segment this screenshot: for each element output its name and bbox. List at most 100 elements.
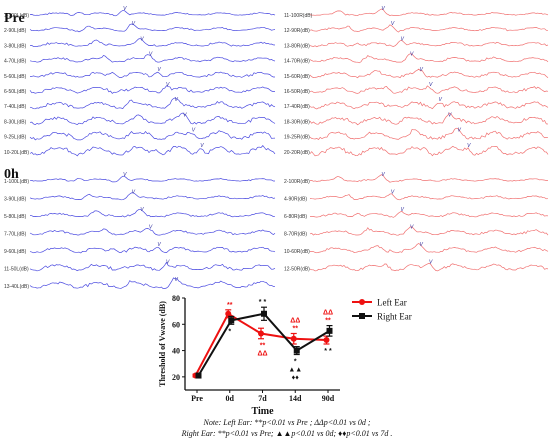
data-point-right-ear (293, 347, 300, 354)
wave-trace-oh-l-1 (29, 175, 275, 183)
wave-label-oh-r-5: 10-60R(dB) (284, 249, 310, 255)
significance-mark: * * (324, 348, 332, 355)
wave-label-pre-l-3: 3-80L(dB) (4, 43, 27, 49)
wave-v-marker: V (400, 207, 404, 213)
wave-trace-pre-l-6 (29, 85, 276, 94)
data-point-left-ear (225, 310, 232, 317)
wave-label-oh-l-3: 5-80L(dB) (4, 214, 27, 220)
wave-label-oh-l-1: 1-100L(dB) (4, 179, 29, 185)
data-point-left-ear (323, 337, 330, 344)
wave-label-pre-r-1: 11-100R(dB) (284, 13, 313, 19)
wave-label-oh-l-7: 13-40L(dB) (4, 284, 29, 290)
wave-trace-oh-l-5 (29, 246, 276, 254)
wave-trace-oh-l-2 (29, 192, 276, 201)
wave-v-marker: V (183, 112, 187, 118)
wave-v-marker: V (132, 190, 136, 196)
threshold-chart: 20 40 60 80 Pre 0d 7d 14d 90d Time Threshold of Vw… (158, 294, 412, 417)
wave-trace-oh-l-4 (29, 228, 276, 236)
wave-trace-oh-r-5 (310, 242, 549, 254)
significance-mark: ΔΔ (323, 310, 333, 317)
significance-mark: ** (293, 325, 299, 332)
wave-v-marker: V (458, 128, 462, 134)
wave-label-oh-r-3: 6-80R(dB) (284, 214, 307, 220)
data-point-right-ear (326, 327, 333, 334)
legend-label-left-ear: Left Ear (377, 298, 407, 308)
data-point-left-ear (290, 335, 297, 342)
wave-v-marker: V (410, 225, 414, 231)
wave-v-marker: V (410, 52, 414, 58)
wave-v-marker: V (166, 260, 170, 266)
significance-mark: * (228, 328, 231, 335)
wave-label-pre-l-1: 1-100L(dB) (4, 13, 29, 19)
wave-v-marker: V (419, 67, 423, 73)
wave-v-marker: V (381, 6, 385, 12)
data-point-right-ear (228, 317, 235, 324)
wave-label-pre-r-10: 20-20R(dB) (284, 150, 310, 156)
legend-marker-left-ear (359, 299, 365, 305)
wave-trace-oh-l-6 (29, 261, 276, 272)
wave-v-marker: V (175, 97, 179, 103)
data-point-left-ear (258, 330, 264, 337)
wave-v-marker: V (149, 52, 153, 58)
legend-label-right-ear: Right Ear (377, 312, 412, 322)
wave-v-marker: V (429, 82, 433, 88)
wave-v-marker: V (175, 277, 179, 283)
wave-label-pre-l-4: 4-70L(dB) (4, 59, 27, 65)
wave-label-pre-l-9: 9-25L(dB) (4, 135, 27, 141)
wave-trace-pre-r-5 (309, 68, 549, 79)
y-tick-label: 80 (172, 294, 180, 303)
wave-v-marker: V (132, 21, 136, 27)
significance-mark: * * (259, 299, 267, 306)
wave-label-oh-r-2: 4-90R(dB) (284, 197, 307, 203)
significance-mark: ♦♦ (292, 375, 300, 382)
wave-v-marker: V (391, 21, 395, 27)
wave-label-pre-l-5: 5-60L(dB) (4, 74, 27, 80)
wave-trace-pre-l-2 (29, 23, 276, 33)
wave-label-pre-r-9: 19-25R(dB) (284, 135, 310, 141)
wave-v-marker: V (123, 172, 127, 178)
wave-label-pre-r-2: 12-90R(dB) (284, 28, 310, 34)
wave-v-marker: V (157, 67, 161, 73)
x-tick-label: 0d (226, 394, 235, 403)
significance-mark: ΔΔ (290, 317, 300, 324)
significance-mark: ** (325, 318, 331, 325)
wave-v-marker: V (200, 143, 204, 149)
y-tick-label: 20 (172, 373, 180, 382)
wave-trace-pre-l-8 (29, 112, 276, 126)
wave-trace-pre-l-1 (29, 10, 276, 17)
x-tick-label: Pre (191, 394, 203, 403)
wave-trace-pre-l-5 (29, 71, 275, 78)
note-line-1: Note: Left Ear: **p<0.01 vs Pre ; ΔΔp<0.… (203, 418, 371, 427)
wave-v-marker: V (140, 207, 144, 213)
wave-label-oh-l-6: 11-50L(dB) (4, 267, 29, 273)
wave-v-marker: V (157, 242, 161, 248)
wave-v-marker: V (391, 190, 395, 196)
wave-label-pre-r-5: 15-60R(dB) (284, 74, 310, 80)
wave-v-marker: V (467, 143, 471, 149)
wave-v-marker: V (123, 6, 127, 12)
wave-trace-pre-l-4 (29, 54, 276, 63)
wave-trace-oh-r-2 (309, 193, 549, 201)
x-tick-label: 14d (289, 394, 302, 403)
x-tick-label: 7d (258, 394, 267, 403)
note-line-2: Right Ear: **p<0.01 vs Pre; ▲▲p<0.01 vs … (181, 429, 393, 438)
wave-label-oh-r-4: 8-70R(dB) (284, 232, 307, 238)
panel-label-pre: Pre (4, 11, 25, 26)
wave-trace-oh-r-1 (310, 174, 549, 183)
wave-label-pre-r-4: 14-70R(dB) (284, 59, 310, 65)
wave-label-pre-l-7: 7-40L(dB) (4, 104, 27, 110)
wave-trace-pre-l-10 (29, 144, 276, 157)
wave-v-marker: V (166, 82, 170, 88)
wave-label-pre-l-2: 2-90L(dB) (4, 28, 27, 34)
wave-trace-pre-r-8 (309, 112, 549, 126)
wave-label-oh-r-1: 2-100R(dB) (284, 179, 310, 185)
wave-label-pre-r-8: 18-30R(dB) (284, 119, 310, 125)
wave-v-marker: V (429, 260, 433, 266)
wave-label-oh-l-5: 9-60L(dB) (4, 249, 27, 255)
wave-label-oh-l-2: 3-90L(dB) (4, 197, 27, 203)
significance-mark: ΔΔ (257, 351, 267, 358)
wave-v-marker: V (400, 36, 404, 42)
wave-v-marker: V (419, 242, 423, 248)
legend-marker-right-ear (359, 313, 365, 319)
